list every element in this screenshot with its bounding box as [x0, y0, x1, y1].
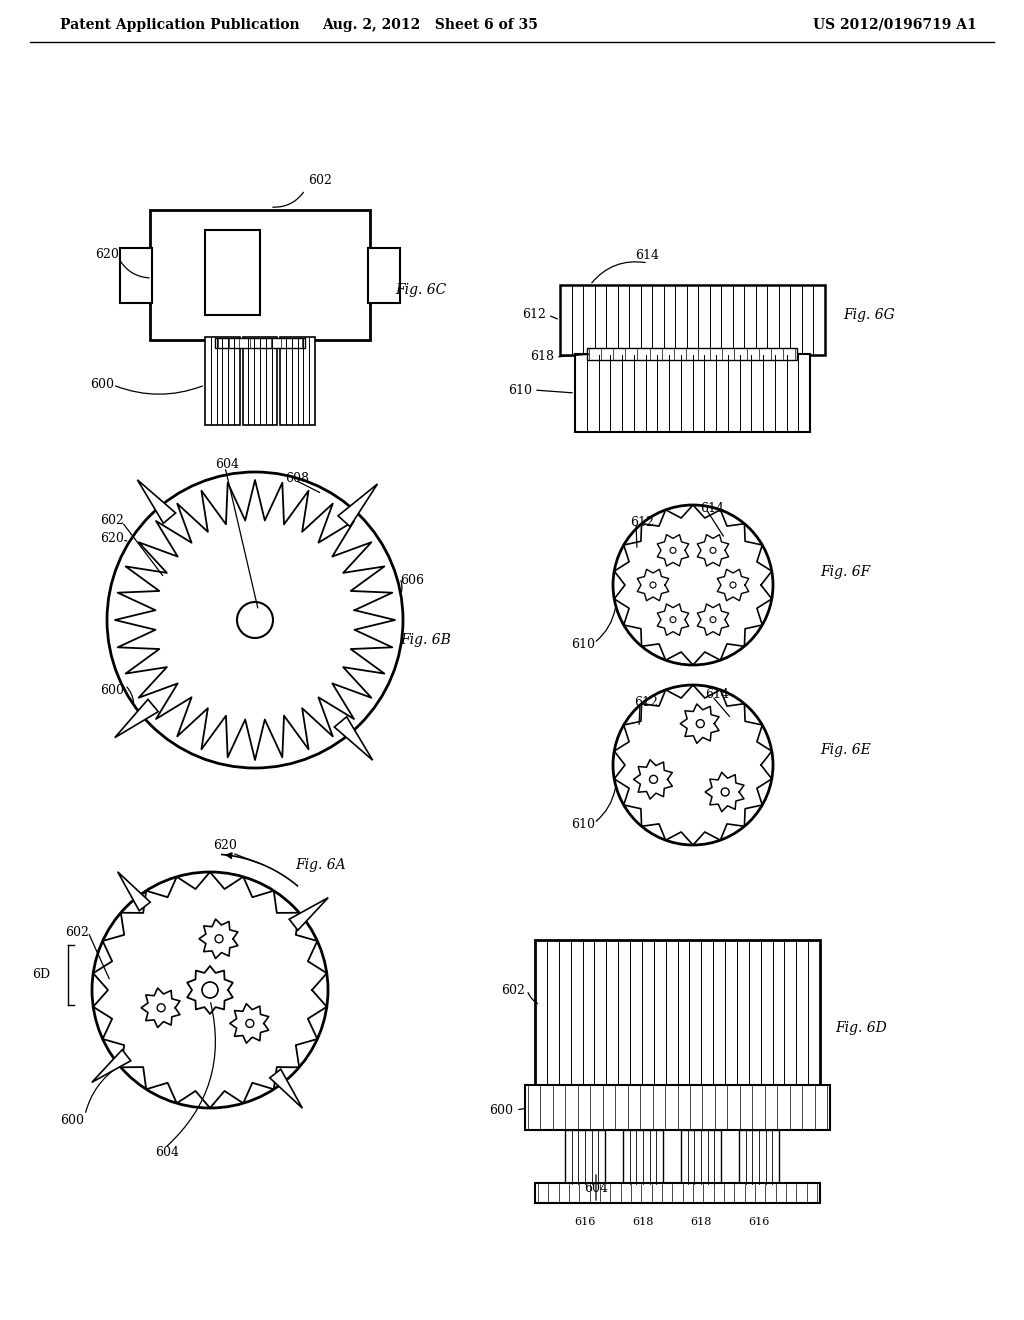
Bar: [587, 348, 797, 360]
Circle shape: [202, 982, 218, 998]
Bar: [535, 1183, 820, 1203]
Text: 612: 612: [522, 309, 546, 322]
Circle shape: [710, 548, 716, 553]
Bar: [623, 1130, 663, 1185]
Bar: [681, 1130, 721, 1185]
Circle shape: [650, 582, 656, 587]
Bar: [215, 338, 305, 348]
Text: 614: 614: [705, 689, 729, 701]
Bar: [560, 285, 825, 355]
Text: 602: 602: [65, 925, 89, 939]
Text: 614: 614: [635, 249, 659, 261]
Bar: [281, 337, 315, 425]
Bar: [368, 248, 400, 304]
Text: Aug. 2, 2012   Sheet 6 of 35: Aug. 2, 2012 Sheet 6 of 35: [323, 18, 538, 32]
Circle shape: [649, 775, 657, 783]
Polygon shape: [92, 1049, 131, 1082]
Text: 618: 618: [632, 1217, 653, 1228]
Circle shape: [670, 548, 676, 553]
Text: 612: 612: [634, 696, 657, 709]
Text: Patent Application Publication: Patent Application Publication: [60, 18, 300, 32]
Text: 600: 600: [489, 1104, 513, 1117]
Text: Fig. 6G: Fig. 6G: [843, 308, 895, 322]
Text: 600: 600: [100, 684, 124, 697]
Bar: [739, 1130, 779, 1185]
Text: 600: 600: [90, 379, 114, 392]
Bar: [535, 940, 820, 1085]
Polygon shape: [289, 898, 329, 931]
Text: Fig. 6E: Fig. 6E: [820, 743, 870, 756]
Polygon shape: [115, 700, 159, 738]
Circle shape: [730, 582, 736, 587]
Bar: [243, 337, 278, 425]
Circle shape: [613, 685, 773, 845]
Bar: [525, 1085, 830, 1130]
Bar: [575, 354, 810, 432]
Circle shape: [670, 616, 676, 623]
Text: 614: 614: [700, 502, 724, 515]
Text: Fig. 6A: Fig. 6A: [295, 858, 346, 873]
Circle shape: [157, 1003, 165, 1012]
Text: Fig. 6C: Fig. 6C: [395, 282, 446, 297]
Text: 610: 610: [508, 384, 532, 396]
Bar: [150, 210, 370, 341]
Bar: [120, 248, 152, 304]
Polygon shape: [137, 479, 176, 523]
Bar: [205, 230, 260, 315]
Text: 610: 610: [571, 818, 595, 832]
Text: 606: 606: [400, 573, 424, 586]
Text: 600: 600: [60, 1114, 84, 1126]
Text: 616: 616: [749, 1217, 770, 1228]
Bar: [565, 1130, 605, 1185]
Text: 618: 618: [530, 351, 554, 363]
Text: 620: 620: [95, 248, 119, 261]
Text: 610: 610: [571, 639, 595, 652]
Text: 608: 608: [285, 471, 309, 484]
Text: 604: 604: [584, 1181, 608, 1195]
Circle shape: [721, 788, 729, 796]
Text: 612: 612: [630, 516, 654, 528]
Text: 604: 604: [155, 1146, 179, 1159]
Text: 618: 618: [690, 1217, 712, 1228]
Text: Fig. 6F: Fig. 6F: [820, 565, 870, 579]
Polygon shape: [269, 1069, 302, 1109]
Circle shape: [613, 506, 773, 665]
Text: 620: 620: [213, 840, 237, 851]
Text: 620: 620: [100, 532, 124, 544]
Circle shape: [696, 719, 705, 727]
Circle shape: [215, 935, 223, 942]
Text: 616: 616: [574, 1217, 596, 1228]
Circle shape: [237, 602, 273, 638]
Text: US 2012/0196719 A1: US 2012/0196719 A1: [813, 18, 977, 32]
Text: Fig. 6D: Fig. 6D: [835, 1020, 887, 1035]
Polygon shape: [338, 484, 378, 527]
Circle shape: [710, 616, 716, 623]
Text: 602: 602: [100, 513, 124, 527]
Polygon shape: [118, 871, 151, 911]
Circle shape: [92, 873, 328, 1107]
Circle shape: [246, 1019, 254, 1027]
Bar: [205, 337, 240, 425]
Text: 602: 602: [308, 174, 332, 187]
Text: Fig. 6B: Fig. 6B: [400, 634, 451, 647]
Text: 604: 604: [215, 458, 239, 471]
Text: 602: 602: [501, 983, 525, 997]
Text: 6D: 6D: [32, 969, 50, 982]
Polygon shape: [335, 717, 373, 760]
Circle shape: [106, 473, 403, 768]
